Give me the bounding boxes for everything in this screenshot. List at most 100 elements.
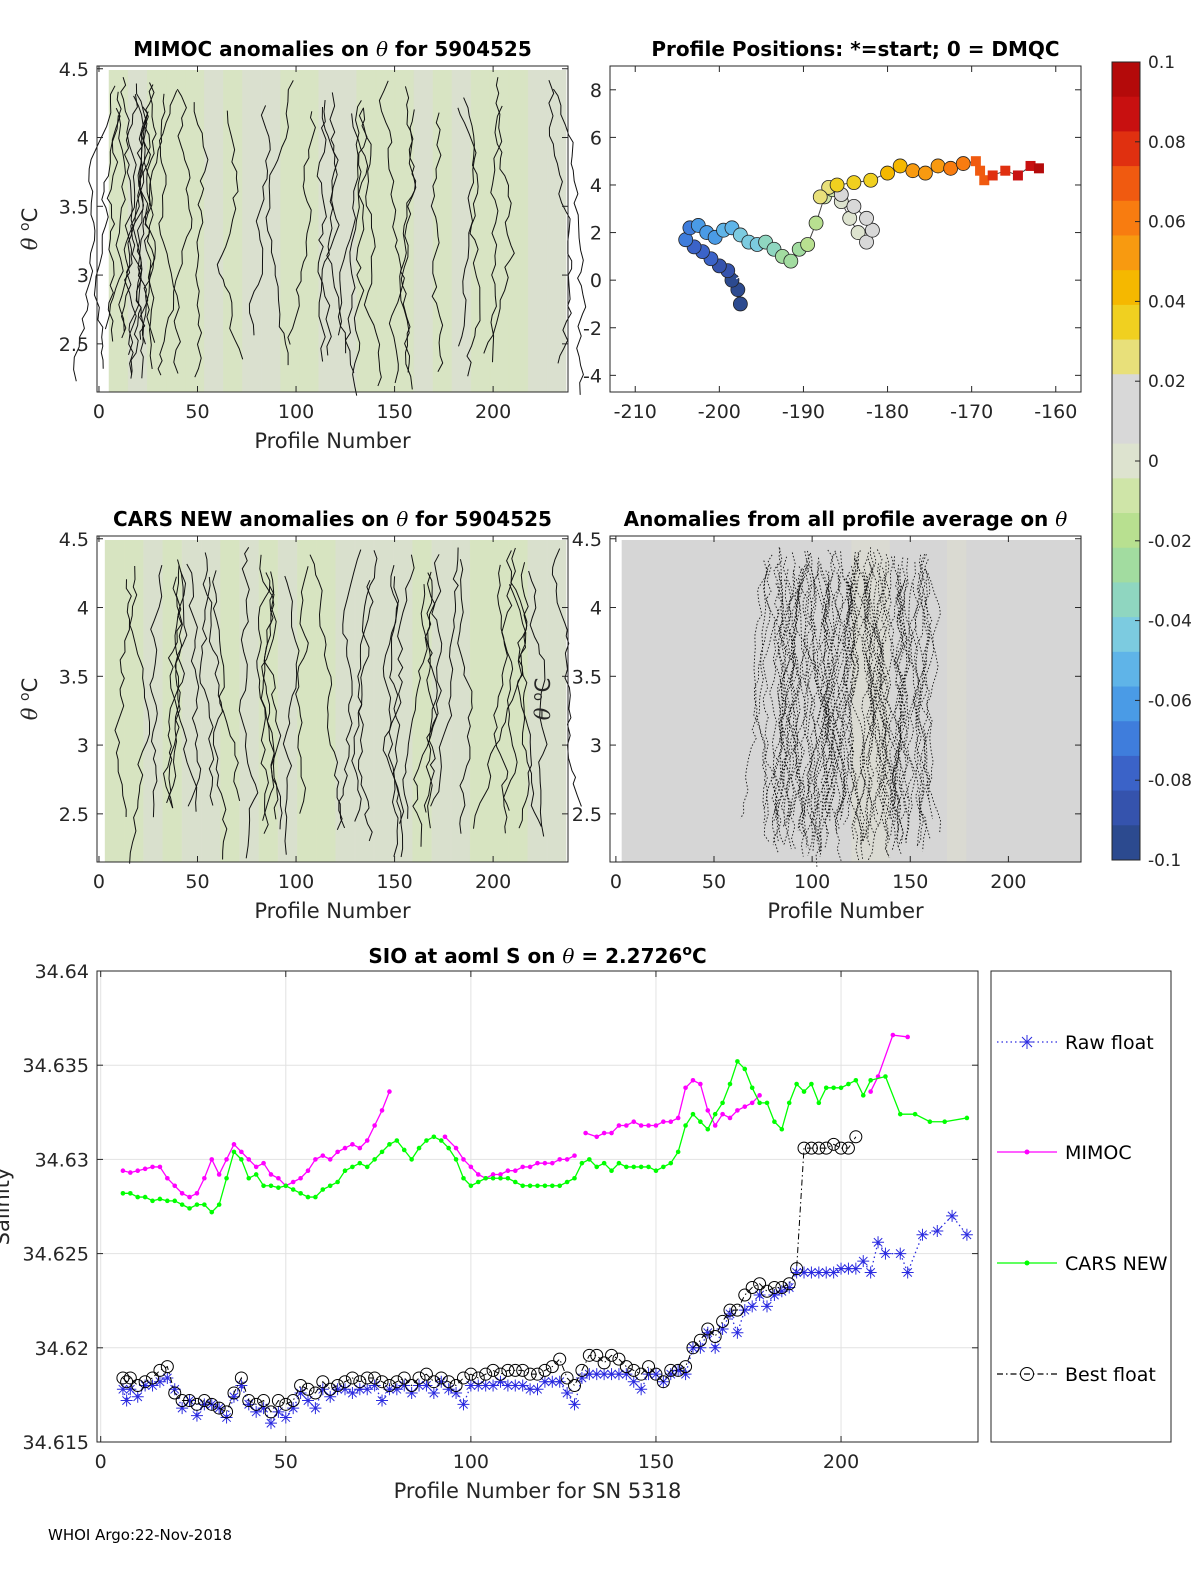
data-point xyxy=(553,1375,566,1388)
data-point xyxy=(120,1168,126,1174)
y-tick-label: 3.5 xyxy=(59,666,89,688)
colorbar-tick-label: -0.02 xyxy=(1148,532,1192,552)
data-point xyxy=(202,1175,207,1181)
data-point xyxy=(290,1187,296,1192)
data-point xyxy=(120,1191,126,1196)
contour-line xyxy=(167,570,198,812)
contour-line xyxy=(259,554,283,830)
data-point xyxy=(568,1398,581,1411)
y-tick-label: -2 xyxy=(583,318,602,340)
x-tick-label: 200 xyxy=(475,401,511,423)
data-point xyxy=(879,1247,892,1260)
data-point xyxy=(264,1405,278,1419)
contour-line xyxy=(865,547,890,816)
contour-line xyxy=(345,107,368,354)
contour-line xyxy=(851,575,875,840)
data-point xyxy=(583,1130,588,1136)
contour-line xyxy=(822,569,844,818)
contour-line xyxy=(166,559,188,804)
data-point xyxy=(301,1382,315,1396)
data-point xyxy=(498,1172,503,1177)
data-point xyxy=(316,1375,330,1389)
data-point xyxy=(772,1119,777,1125)
data-point xyxy=(187,1206,192,1211)
contour-line xyxy=(133,95,156,369)
x-tick-label: 150 xyxy=(638,1451,674,1473)
data-point xyxy=(823,1085,829,1091)
data-point xyxy=(361,1383,374,1396)
colorbar-tick-label: -0.08 xyxy=(1148,771,1192,791)
data-point xyxy=(313,1157,318,1162)
contour-line xyxy=(520,562,542,827)
y-tick-label: 34.63 xyxy=(35,1149,89,1171)
data-point xyxy=(582,1348,596,1362)
contour-line xyxy=(473,584,527,829)
anomaly-column xyxy=(489,70,510,392)
colorbar-segment xyxy=(1112,547,1140,583)
data-point xyxy=(801,1089,807,1094)
data-point xyxy=(128,1170,133,1175)
y-tick-label: 0 xyxy=(590,270,602,292)
anomaly-column xyxy=(489,540,509,862)
data-point xyxy=(505,1168,511,1174)
contour-line xyxy=(552,88,587,395)
y-tick-label: 4.5 xyxy=(59,59,89,81)
contour-line xyxy=(821,571,837,819)
data-point xyxy=(246,1157,252,1162)
contour-line xyxy=(199,576,215,806)
data-point xyxy=(287,1402,300,1415)
contour-line xyxy=(771,566,808,821)
anomaly-column xyxy=(280,70,300,392)
data-point xyxy=(775,1285,788,1298)
profile-positions-panel: -210 -200 -190 -180 -170 -160 -4 -2 0 2 4 6 8 Profile… xyxy=(583,37,1082,423)
data-point xyxy=(157,1196,163,1202)
y-tick-label: 4 xyxy=(590,598,602,620)
profile-position-marker xyxy=(829,177,845,193)
data-point xyxy=(276,1185,281,1190)
y-tick-label: 34.62 xyxy=(35,1338,89,1360)
contour-line xyxy=(783,569,795,825)
profile-position-marker xyxy=(800,237,816,252)
contour-line xyxy=(357,579,374,842)
colorbar-segment xyxy=(1112,721,1140,757)
axes-frame xyxy=(96,535,569,863)
profile-position-square xyxy=(1000,165,1011,176)
y-tick-label: 6 xyxy=(590,127,602,149)
data-point xyxy=(531,1367,544,1381)
data-point xyxy=(527,1164,533,1170)
data-point xyxy=(253,1164,259,1170)
anomaly-column xyxy=(432,70,453,392)
x-tick-label: 0 xyxy=(93,401,105,423)
anomaly-column xyxy=(621,540,642,862)
data-point xyxy=(960,1228,973,1241)
data-point xyxy=(468,1164,474,1170)
x-tick-label: 200 xyxy=(823,1451,859,1473)
contour-line xyxy=(779,566,804,850)
contour-line xyxy=(795,550,812,831)
data-point xyxy=(131,1390,144,1403)
legend-marker xyxy=(1020,1367,1034,1381)
data-point xyxy=(542,1183,548,1189)
data-point xyxy=(420,1379,433,1392)
contour-line xyxy=(351,550,378,822)
contour-line xyxy=(425,571,443,829)
data-point xyxy=(345,1371,359,1385)
data-point xyxy=(442,1375,456,1389)
contour-line xyxy=(841,574,857,825)
data-point xyxy=(509,1379,522,1392)
contour-line xyxy=(287,111,316,345)
data-point xyxy=(661,1164,666,1170)
anomaly-column xyxy=(527,540,548,862)
contour-line xyxy=(238,547,259,859)
data-point xyxy=(409,1157,414,1162)
data-point xyxy=(664,1363,678,1377)
anomaly-column xyxy=(104,540,125,862)
x-tick-label: 200 xyxy=(990,871,1026,893)
data-point xyxy=(812,1141,826,1155)
data-point xyxy=(135,1168,141,1174)
data-point xyxy=(675,1115,681,1121)
contour-line xyxy=(387,554,415,857)
data-point xyxy=(701,1322,715,1336)
contour-line xyxy=(892,580,908,844)
data-point xyxy=(927,1119,933,1125)
